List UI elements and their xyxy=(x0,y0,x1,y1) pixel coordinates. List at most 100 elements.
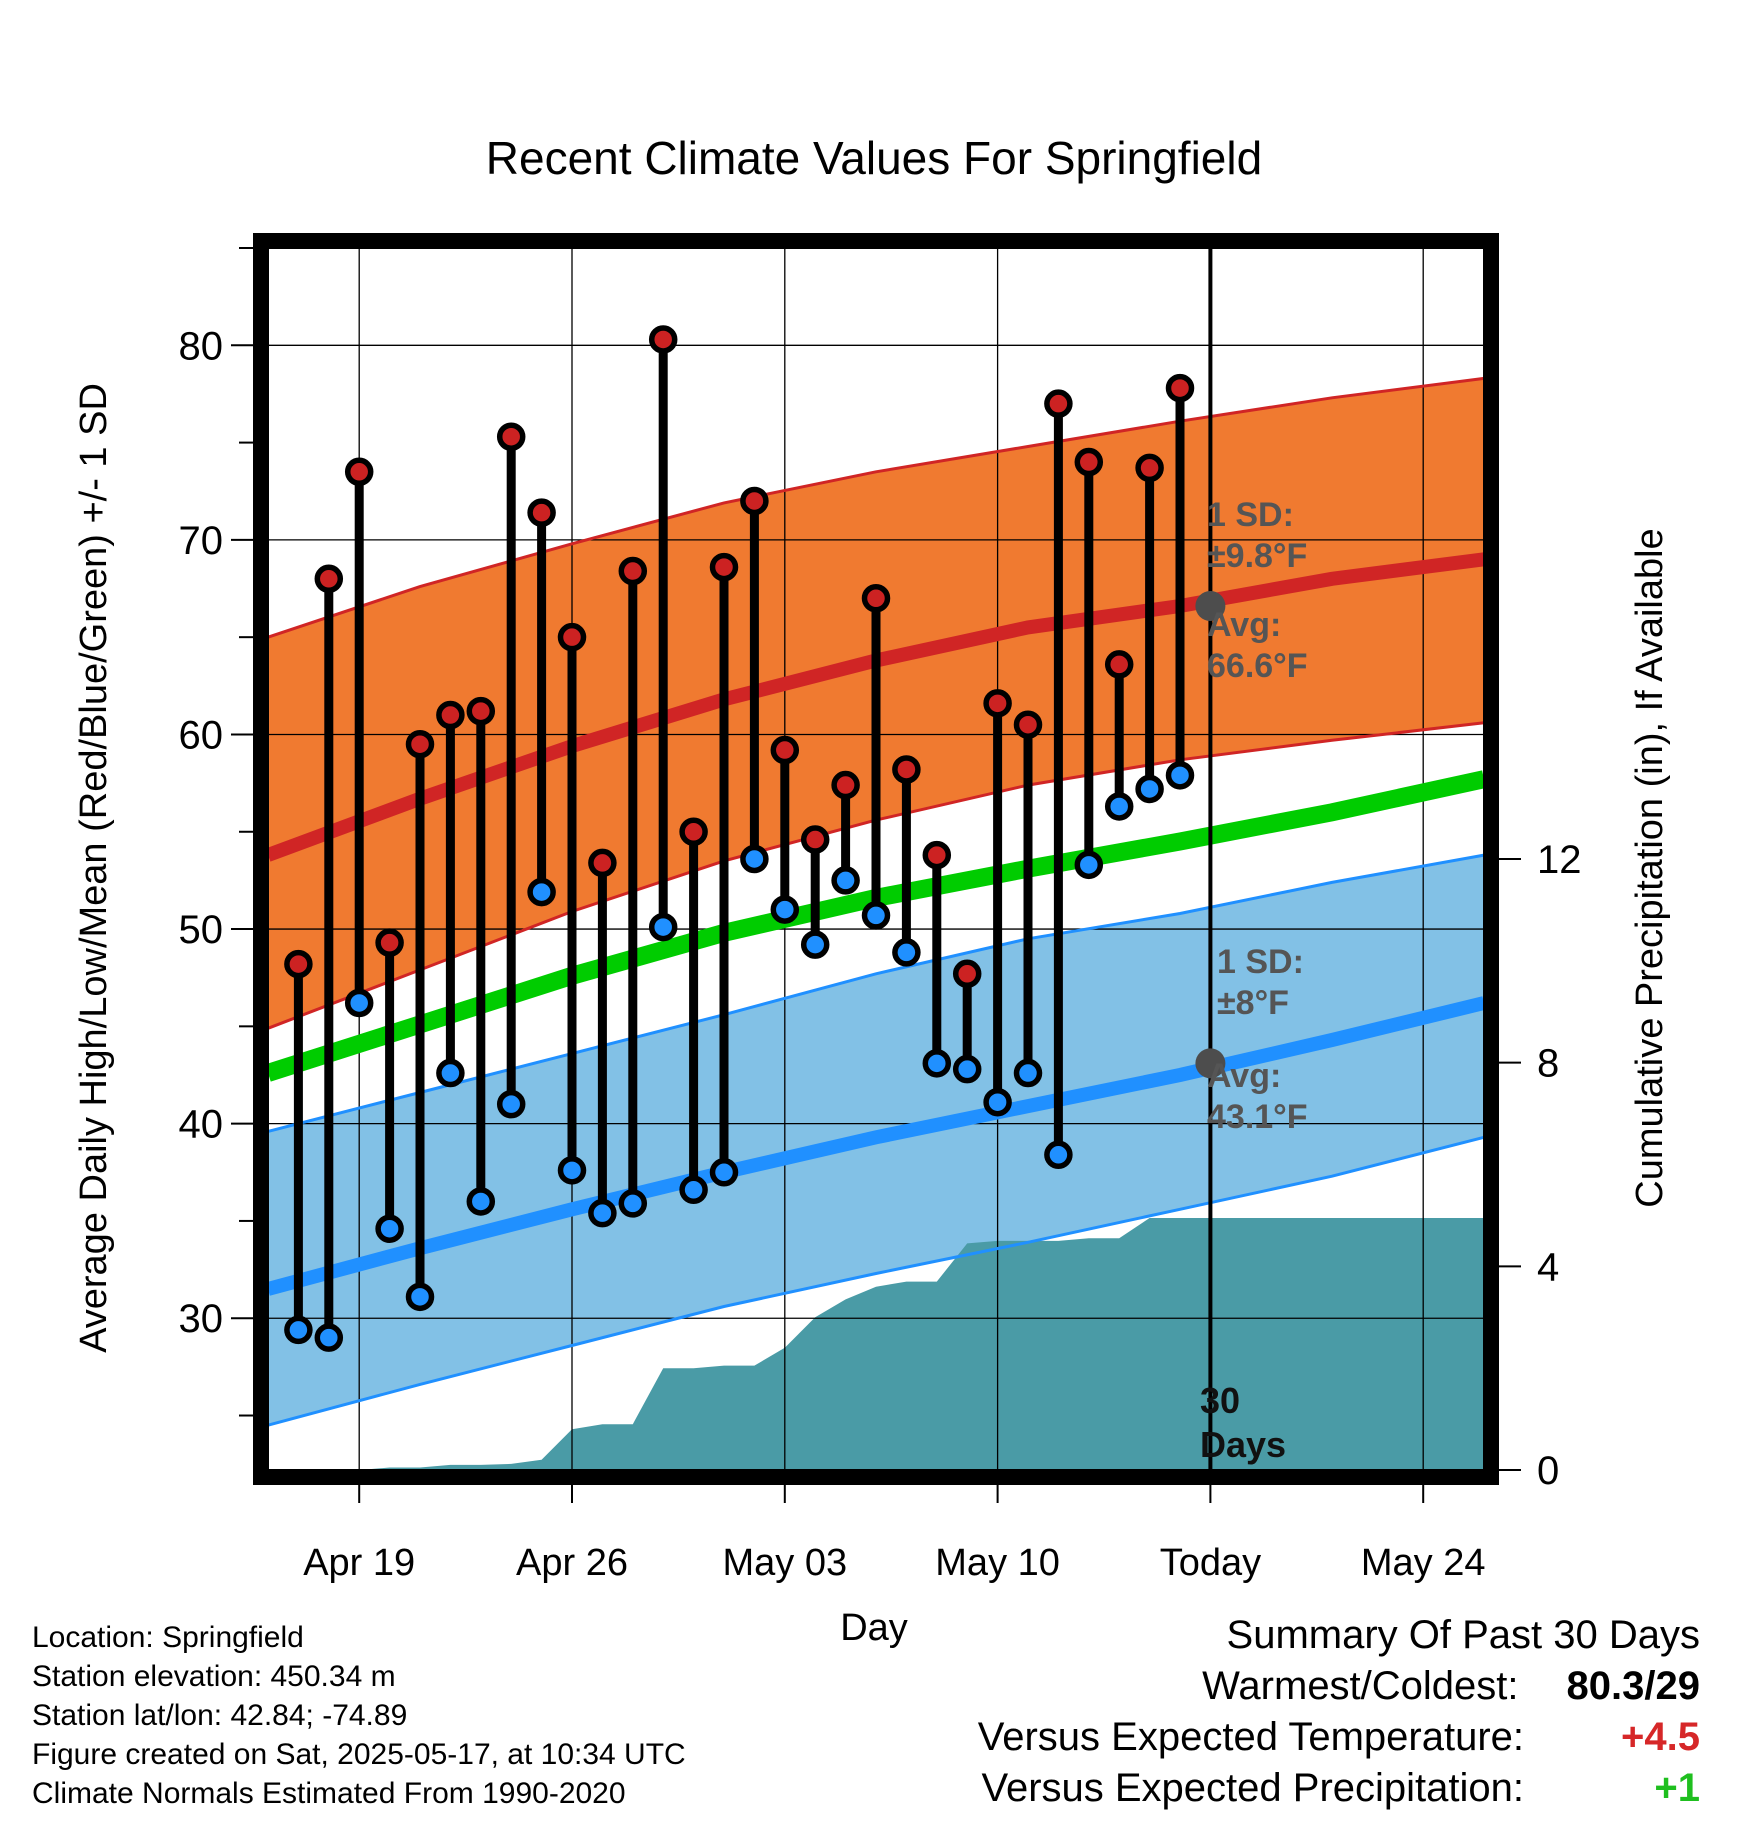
daily-high-point xyxy=(375,928,404,957)
high-avg-marker xyxy=(1195,591,1226,622)
daily-high-point xyxy=(679,817,708,847)
daily-high-point xyxy=(709,552,739,582)
daily-high-point xyxy=(405,729,435,759)
daily-high-point xyxy=(648,325,678,354)
daily-high-point xyxy=(496,422,526,451)
y-right-tick-label: 4 xyxy=(1537,1245,1559,1289)
temp-label: Versus Expected Temperature: xyxy=(977,1715,1524,1759)
high-sd-value: ±9.8°F xyxy=(1207,537,1307,575)
daily-low-point xyxy=(800,930,830,959)
daily-low-point xyxy=(679,1175,708,1205)
daily-high-point xyxy=(861,584,891,613)
high-sd-label: 1 SD: xyxy=(1207,496,1294,534)
low-avg-marker xyxy=(1195,1048,1226,1079)
normals-text: Climate Normals Estimated From 1990-2020 xyxy=(32,1777,626,1810)
daily-range-bars xyxy=(284,325,1195,1352)
daily-low-point xyxy=(496,1089,526,1119)
temp-value: +4.5 xyxy=(1621,1715,1700,1759)
daily-low-point xyxy=(1165,761,1195,790)
daily-high-point xyxy=(527,498,556,527)
daily-high-point xyxy=(1013,710,1043,739)
daily-low-point xyxy=(588,1198,617,1228)
y-axis-left-label: Average Daily High/Low/Mean (Red/Blue/Gr… xyxy=(73,383,115,1353)
axes: 30 40 50 60 70 80 0 4 8 12 Apr 19 Apr 26 May 03 May 1… xyxy=(179,247,1582,1584)
daily-low-point xyxy=(1044,1140,1073,1170)
chart-title: Recent Climate Values For Springfield xyxy=(486,132,1262,184)
precip-value: +1 xyxy=(1654,1766,1700,1810)
elevation-text: Station elevation: 450.34 m xyxy=(32,1660,396,1693)
daily-low-point xyxy=(405,1282,435,1312)
daily-high-point xyxy=(344,457,374,487)
daily-high-point xyxy=(1074,447,1104,477)
precipitation-area xyxy=(298,1218,1484,1470)
precipitation-fill xyxy=(298,1218,1484,1470)
latlon-text: Station lat/lon: 42.84; -74.89 xyxy=(32,1699,408,1732)
warm-cold-value: 80.3/29 xyxy=(1566,1664,1700,1708)
daily-low-point xyxy=(375,1214,404,1243)
daily-low-point xyxy=(770,895,800,924)
daily-low-point xyxy=(344,988,374,1018)
daily-low-point xyxy=(1104,792,1134,821)
y-right-tick-label: 0 xyxy=(1537,1449,1559,1493)
daily-low-point xyxy=(527,877,556,907)
daily-high-point xyxy=(831,770,860,800)
summary-heading: Summary Of Past 30 Days xyxy=(1226,1613,1700,1657)
y-left-tick-label: 30 xyxy=(179,1297,224,1341)
location-text: Location: Springfield xyxy=(32,1621,304,1654)
daily-low-point xyxy=(861,901,891,930)
daily-low-point xyxy=(740,844,769,874)
daily-high-point xyxy=(1044,389,1073,418)
x-tick-label: May 24 xyxy=(1361,1542,1486,1584)
low-sd-value: ±8°F xyxy=(1217,984,1289,1022)
y-left-tick-label: 60 xyxy=(179,713,224,757)
daily-low-point xyxy=(983,1087,1012,1117)
low-avg-line xyxy=(266,996,1486,1296)
days-annotation: 30 Days xyxy=(1200,1380,1286,1465)
today-marker xyxy=(1195,248,1226,1470)
daily-high-point xyxy=(800,825,830,854)
x-tick-label: May 03 xyxy=(722,1542,847,1584)
plot-frame xyxy=(253,233,1499,1485)
daily-low-point xyxy=(831,866,860,895)
daily-high-point xyxy=(1135,453,1164,483)
summary-panel: Summary Of Past 30 Days Warmest/Coldest:… xyxy=(978,1610,1700,1814)
created-text: Figure created on Sat, 2025-05-17, at 10… xyxy=(32,1738,686,1771)
daily-low-point xyxy=(892,938,921,967)
low-lower-line xyxy=(267,1135,1485,1427)
x-axis-label: Day xyxy=(840,1607,908,1649)
daily-high-point xyxy=(618,556,648,586)
high-avg-label: Avg: xyxy=(1207,606,1281,644)
daily-high-point xyxy=(557,622,587,652)
precip-label: Versus Expected Precipitation: xyxy=(981,1766,1524,1810)
daily-low-point xyxy=(709,1158,739,1187)
low-avg-value: 43.1°F xyxy=(1207,1098,1308,1136)
x-tick-label: Apr 26 xyxy=(516,1542,628,1584)
daily-high-point xyxy=(588,848,617,878)
y-left-tick-label: 70 xyxy=(179,519,224,563)
daily-high-point xyxy=(740,486,769,516)
daily-low-point xyxy=(1013,1058,1043,1088)
warm-cold-label: Warmest/Coldest: xyxy=(1202,1664,1519,1708)
daily-high-point xyxy=(314,564,344,594)
daily-high-point xyxy=(983,689,1012,718)
station-info: Location: Springfield Station elevation:… xyxy=(32,1618,686,1813)
daily-high-point xyxy=(466,696,496,726)
low-upper-line xyxy=(267,853,1485,1133)
x-tick-label: Today xyxy=(1160,1542,1261,1584)
daily-low-point xyxy=(557,1156,587,1185)
daily-high-point xyxy=(922,840,952,870)
high-annotation: 1 SD: ±9.8°F Avg: 66.6°F xyxy=(1207,496,1308,685)
high-avg-value: 66.6°F xyxy=(1207,647,1308,685)
y-axis-right-label: Cumulative Precipitation (in), If Availa… xyxy=(1629,528,1671,1207)
low-annotation: 1 SD: ±8°F Avg: 43.1°F xyxy=(1207,943,1308,1136)
daily-low-point xyxy=(618,1189,648,1218)
high-upper-line xyxy=(267,376,1485,639)
x-tick-label: May 10 xyxy=(935,1542,1060,1584)
x-tick-label: Apr 19 xyxy=(303,1542,415,1584)
daily-low-point xyxy=(436,1058,465,1088)
daily-low-point xyxy=(466,1187,496,1216)
daily-high-point xyxy=(892,755,921,784)
daily-high-point xyxy=(284,949,313,979)
days-label: Days xyxy=(1200,1424,1286,1465)
daily-low-point xyxy=(648,912,678,942)
